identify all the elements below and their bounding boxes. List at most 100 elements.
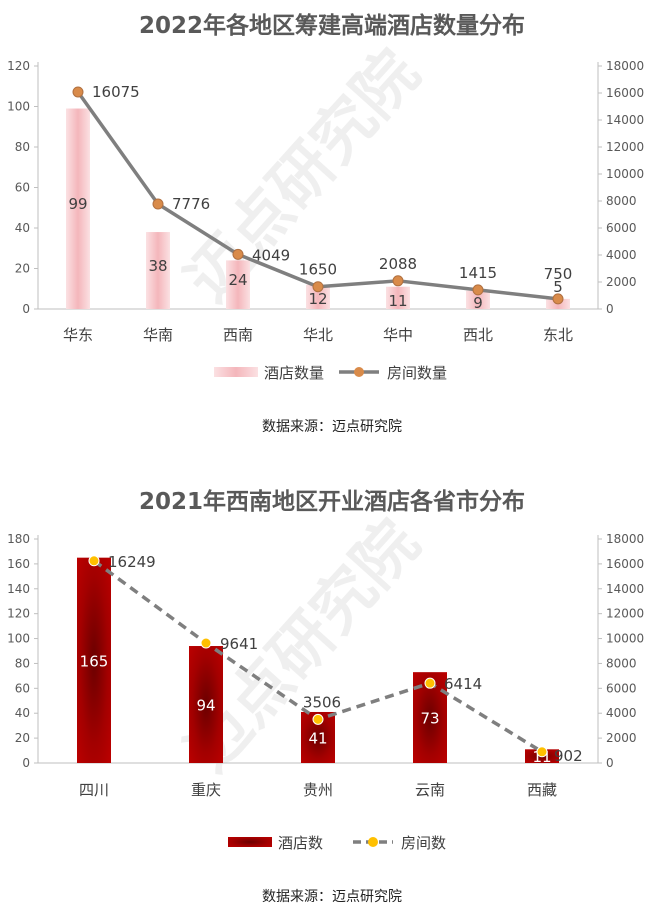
right-tick-label: 18000 — [606, 59, 644, 73]
bar — [77, 557, 111, 763]
right-tick-label: 14000 — [606, 582, 644, 596]
bar-value-label: 165 — [80, 652, 109, 670]
line-point — [312, 713, 324, 725]
category-label: 贵州 — [303, 781, 333, 799]
line-value-label: 3506 — [303, 693, 341, 711]
right-tick-label: 8000 — [606, 656, 637, 670]
bar — [146, 232, 170, 309]
bar — [466, 290, 490, 309]
right-tick-label: 6000 — [606, 221, 637, 235]
line-point — [152, 198, 164, 210]
line-point — [312, 281, 324, 293]
bar-value-label: 99 — [68, 195, 87, 213]
bar — [189, 646, 223, 763]
category-label: 重庆 — [191, 781, 221, 799]
left-tick-label: 40 — [15, 706, 30, 720]
line-point — [72, 86, 84, 98]
line-point — [232, 248, 244, 260]
legend-line-marker — [368, 837, 378, 847]
bar-value-label: 9 — [473, 294, 483, 312]
line-point — [392, 275, 404, 287]
line-value-label: 16075 — [92, 83, 140, 101]
line-value-label: 16249 — [108, 553, 156, 571]
left-tick-label: 0 — [22, 302, 30, 316]
legend-bar-label: 酒店数量 — [264, 364, 324, 382]
right-tick-label: 16000 — [606, 86, 644, 100]
legend-bar-swatch — [228, 837, 272, 847]
line-value-label: 1415 — [459, 264, 497, 282]
category-label: 华南 — [143, 326, 173, 344]
bar-value-label: 12 — [308, 290, 327, 308]
right-tick-label: 10000 — [606, 167, 644, 181]
legend-bar-swatch — [214, 367, 258, 377]
legend-line-label: 房间数量 — [387, 364, 447, 382]
data-source-note: 数据来源：迈点研究院 — [262, 889, 402, 905]
left-tick-label: 60 — [15, 181, 30, 195]
left-tick-label: 120 — [7, 59, 30, 73]
right-tick-label: 0 — [606, 302, 614, 316]
bar-value-label: 38 — [148, 257, 167, 275]
line-value-label: 7776 — [172, 195, 210, 213]
line-point — [536, 746, 548, 758]
line-point — [424, 677, 436, 689]
line-value-label: 4049 — [252, 246, 290, 264]
right-tick-label: 6000 — [606, 681, 637, 695]
line-value-label: 2088 — [379, 255, 417, 273]
right-tick-label: 16000 — [606, 557, 644, 571]
category-label: 西藏 — [527, 781, 557, 799]
legend-bar-label: 酒店数 — [278, 834, 323, 852]
bar — [386, 286, 410, 309]
line-value-label: 750 — [544, 265, 573, 283]
left-tick-label: 100 — [7, 100, 30, 114]
left-tick-label: 0 — [22, 756, 30, 770]
right-tick-label: 12000 — [606, 607, 644, 621]
bar-value-label: 24 — [228, 271, 247, 289]
left-tick-label: 20 — [15, 262, 30, 276]
hotel-count-by-region-chart: 迈点研究院02040608010012002000400060008000100… — [7, 36, 644, 382]
category-label: 华中 — [383, 326, 413, 344]
right-tick-label: 10000 — [606, 632, 644, 646]
right-tick-label: 4000 — [606, 706, 637, 720]
left-tick-label: 80 — [15, 656, 30, 670]
category-label: 西北 — [463, 326, 493, 344]
right-tick-label: 0 — [606, 756, 614, 770]
bar — [66, 108, 90, 310]
line-value-label: 1650 — [299, 261, 337, 279]
left-tick-label: 40 — [15, 221, 30, 235]
legend-line-marker — [354, 367, 364, 377]
right-tick-label: 2000 — [606, 275, 637, 289]
data-source-note: 数据来源：迈点研究院 — [262, 419, 402, 435]
category-label: 东北 — [543, 326, 573, 344]
legend-line-label: 房间数 — [401, 834, 446, 852]
right-tick-label: 14000 — [606, 113, 644, 127]
bar-value-label: 73 — [420, 710, 439, 728]
line-value-label: 902 — [554, 747, 583, 765]
line-point — [88, 555, 100, 567]
bar-value-label: 41 — [308, 729, 327, 747]
left-tick-label: 160 — [7, 557, 30, 571]
left-tick-label: 180 — [7, 532, 30, 546]
bar-value-label: 5 — [553, 278, 563, 296]
line-point — [552, 293, 564, 305]
line-point — [200, 637, 212, 649]
right-tick-label: 8000 — [606, 194, 637, 208]
category-label: 西南 — [223, 326, 253, 344]
line-value-label: 6414 — [444, 675, 482, 693]
chart-title: 2021年西南地区开业酒店各省市分布 — [138, 489, 525, 515]
southwest-hotels-by-province-chart: 迈点研究院02040608010012014016018002000400060… — [7, 506, 644, 852]
bar-value-label: 94 — [196, 697, 215, 715]
right-tick-label: 4000 — [606, 248, 637, 262]
right-tick-label: 18000 — [606, 532, 644, 546]
left-tick-label: 120 — [7, 607, 30, 621]
left-tick-label: 60 — [15, 681, 30, 695]
right-tick-label: 12000 — [606, 140, 644, 154]
category-label: 云南 — [415, 781, 445, 799]
category-label: 四川 — [79, 781, 109, 799]
line-point — [472, 284, 484, 296]
right-tick-label: 2000 — [606, 731, 637, 745]
category-label: 华东 — [63, 326, 93, 344]
left-tick-label: 20 — [15, 731, 30, 745]
bar — [226, 260, 250, 309]
line-value-label: 9641 — [220, 635, 258, 653]
chart-title: 2022年各地区筹建高端酒店数量分布 — [138, 13, 525, 39]
